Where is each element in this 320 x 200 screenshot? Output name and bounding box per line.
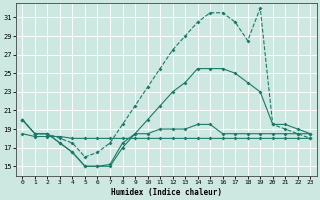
X-axis label: Humidex (Indice chaleur): Humidex (Indice chaleur): [111, 188, 222, 197]
